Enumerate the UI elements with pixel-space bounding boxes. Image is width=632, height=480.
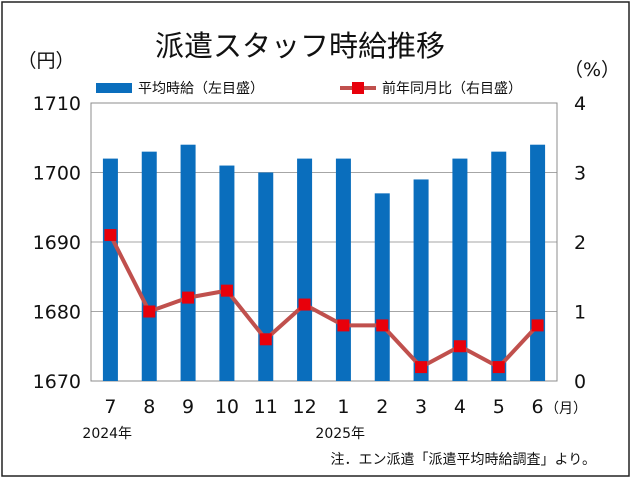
line-marker [298,298,311,311]
line-marker [143,305,156,318]
x-tick-label: 6 [532,396,544,418]
chart-title: 派遣スタッフ時給推移 [155,29,445,63]
legend-line-marker [352,82,364,94]
x-tick-label: 4 [454,396,466,418]
x-tick-label: 10 [215,396,239,418]
legend-line-label: 前年同月比（右目盛） [382,80,522,97]
bar [141,151,157,381]
line-marker [337,319,350,332]
x-tick-label: 2 [376,396,388,418]
bar [258,172,274,381]
x-axis-unit: （月） [545,401,587,417]
line-marker [492,361,505,374]
bar [219,165,235,381]
line-marker [104,229,117,242]
legend-bar-swatch [96,83,132,93]
x-tick-label: 12 [292,396,316,418]
bar [180,144,196,381]
line-marker [453,340,466,353]
left-tick-label: 1700 [33,163,81,185]
bar [491,151,507,381]
bar [335,158,351,381]
bar [297,158,313,381]
x-tick-label: 1 [337,396,349,418]
right-tick-label: 0 [574,371,586,393]
legend-bar-label: 平均時給（左目盛） [138,81,264,97]
left-axis-unit: （円） [17,50,74,72]
bar [102,158,118,381]
x-tick-label: 11 [254,396,278,418]
right-tick-label: 2 [574,232,586,254]
line-marker [415,361,428,374]
x-tick-label: 9 [182,396,194,418]
bar [530,144,546,381]
x-tick-label: 8 [143,396,155,418]
bar [374,193,390,381]
line-marker [182,291,195,304]
x-tick-label: 7 [104,396,116,418]
yoy-line [108,234,540,370]
bar [413,179,429,381]
left-tick-label: 1690 [33,232,81,254]
left-tick-label: 1680 [33,302,81,324]
year-label: 2025年 [315,426,365,442]
right-tick-label: 1 [574,302,586,324]
plot-frame [90,102,558,382]
right-axis-unit: （%） [564,59,620,81]
line-marker [531,319,544,332]
bar [452,158,468,381]
x-tick-label: 3 [415,396,427,418]
left-tick-label: 1710 [33,93,81,115]
source-note: 注．エン派遣「派遣平均時給調査」より。 [331,452,596,468]
right-tick-label: 3 [574,163,586,185]
left-tick-label: 1670 [33,371,81,393]
right-tick-label: 4 [574,93,586,115]
line-marker [259,333,272,346]
line-marker [220,284,233,297]
year-label: 2024年 [82,426,132,442]
legend: 平均時給（左目盛） 前年同月比（右目盛） [96,80,522,97]
x-tick-label: 5 [493,396,505,418]
line-marker [376,319,389,332]
